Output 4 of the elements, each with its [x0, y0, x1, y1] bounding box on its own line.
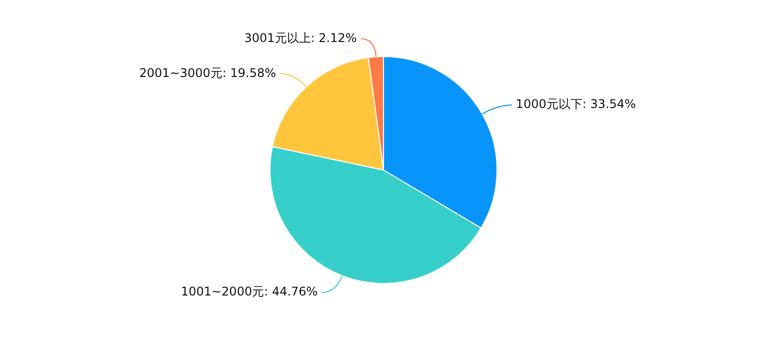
slice-label: 3001元以上: 2.12%	[244, 30, 357, 45]
slice-label: 2001~3000元: 19.58%	[139, 66, 276, 80]
slice-label: 1001~2000元: 44.76%	[180, 284, 318, 299]
slice-label: 1000元以下: 33.54%	[516, 97, 636, 112]
